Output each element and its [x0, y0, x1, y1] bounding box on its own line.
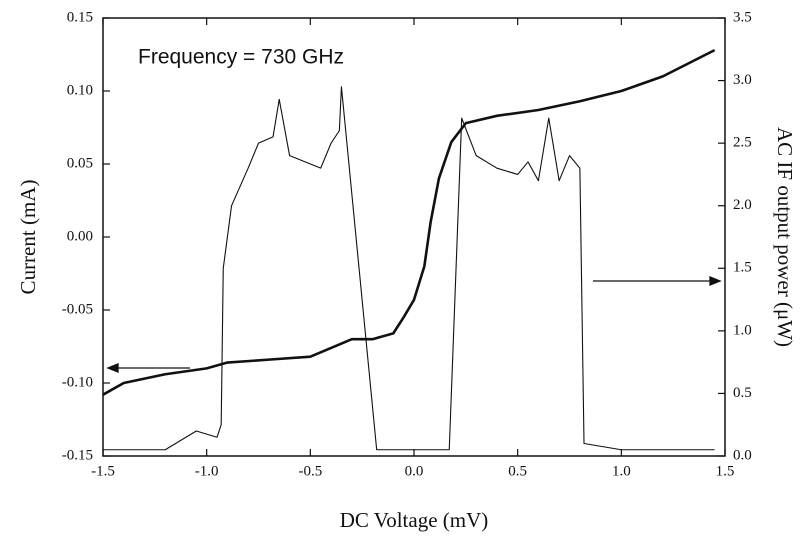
- y-tick-label: 0.00: [67, 228, 93, 244]
- y2-tick-label: 2.0: [733, 197, 752, 213]
- y2-tick-label: 1.0: [733, 322, 752, 338]
- y2-axis-label: AC IF output power (μW): [773, 127, 797, 347]
- x-tick-label: 1.5: [716, 463, 735, 479]
- y-tick-label: -0.10: [62, 374, 93, 390]
- plot-frame: [102, 17, 726, 457]
- y-tick-label: 0.05: [67, 155, 93, 171]
- x-tick-label: 1.0: [612, 463, 631, 479]
- y2-tick-label: 2.5: [733, 135, 752, 151]
- arrow-head: [709, 276, 722, 286]
- x-tick-label: 0.0: [405, 463, 424, 479]
- y-axis-label: Current (mA): [16, 180, 40, 295]
- annotation: Frequency = 730 GHz: [138, 46, 344, 69]
- y2-tick-label: 3.5: [733, 9, 752, 25]
- y-tick-label: 0.15: [67, 9, 93, 25]
- y-tick-label: -0.05: [62, 301, 93, 317]
- y2-tick-label: 0.0: [733, 447, 752, 463]
- x-tick-label: -0.5: [298, 463, 322, 479]
- y-tick-label: -0.15: [62, 447, 93, 463]
- arrows: [106, 276, 722, 373]
- y2-tick-label: 1.5: [733, 260, 752, 276]
- data-line: [103, 86, 715, 451]
- y2-tick-label: 0.5: [733, 385, 752, 401]
- y-tick-label: 0.10: [67, 82, 93, 98]
- x-axis-label: DC Voltage (mV): [340, 508, 489, 532]
- arrow-head: [106, 363, 119, 373]
- x-tick-label: -1.0: [195, 463, 219, 479]
- data-line: [102, 48, 716, 396]
- x-tick-label: 0.5: [508, 463, 527, 479]
- x-tick-label: -1.5: [91, 463, 115, 479]
- y2-tick-label: 3.0: [733, 72, 752, 88]
